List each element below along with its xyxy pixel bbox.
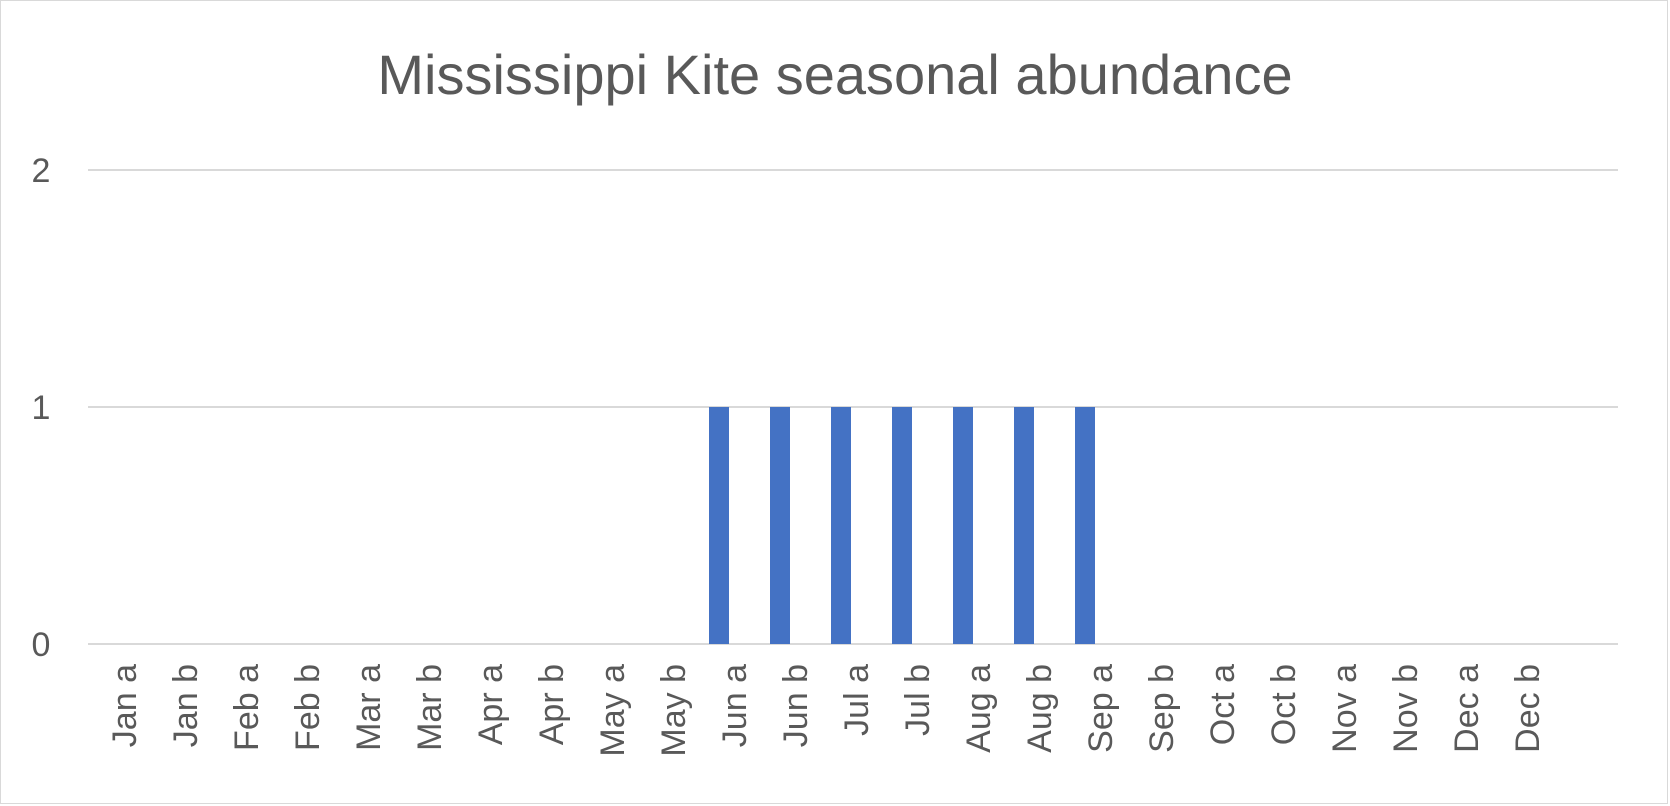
- x-tick-label: May b: [655, 664, 693, 757]
- x-tick-label: Sep a: [1082, 664, 1120, 753]
- bar: [709, 407, 729, 644]
- bar: [892, 407, 912, 644]
- bars: [709, 407, 1095, 644]
- y-tick-label: 1: [32, 389, 51, 427]
- x-tick-label: Nov b: [1387, 664, 1425, 753]
- chart-title: Mississippi Kite seasonal abundance: [377, 43, 1293, 106]
- x-tick-label: Oct b: [1265, 664, 1303, 745]
- x-tick-label: Jul b: [899, 664, 937, 736]
- y-tick-label: 2: [32, 152, 51, 190]
- x-tick-label: Aug b: [1021, 664, 1059, 753]
- x-tick-label: Oct a: [1204, 664, 1242, 745]
- x-tick-label: Mar a: [350, 664, 388, 751]
- y-tick-label: 0: [32, 626, 51, 664]
- x-tick-label: Apr b: [533, 664, 571, 745]
- y-axis-ticks: 0 1 2: [32, 152, 51, 664]
- bar: [831, 407, 851, 644]
- x-tick-label: May a: [594, 664, 632, 757]
- bar: [1075, 407, 1095, 644]
- x-tick-label: Jan b: [167, 664, 205, 747]
- x-tick-label: Dec a: [1448, 664, 1486, 753]
- x-tick-label: Apr a: [472, 664, 510, 745]
- x-tick-label: Sep b: [1143, 664, 1181, 753]
- x-axis-ticks: Jan a Jan b Feb a Feb b Mar a Mar b Apr a Apr b…: [106, 664, 1547, 757]
- bar: [770, 407, 790, 644]
- x-tick-label: Feb b: [289, 664, 327, 751]
- gridlines: [88, 169, 1618, 645]
- bar: [1014, 407, 1034, 644]
- x-tick-label: Jul a: [838, 664, 876, 736]
- x-tick-label: Jun b: [777, 664, 815, 747]
- x-tick-label: Aug a: [960, 664, 998, 753]
- x-tick-label: Jun a: [716, 664, 754, 747]
- x-tick-label: Dec b: [1509, 664, 1547, 753]
- x-tick-label: Mar b: [411, 664, 449, 751]
- x-tick-label: Nov a: [1326, 664, 1364, 753]
- x-tick-label: Feb a: [228, 664, 266, 751]
- bar: [953, 407, 973, 644]
- x-tick-label: Jan a: [106, 664, 144, 747]
